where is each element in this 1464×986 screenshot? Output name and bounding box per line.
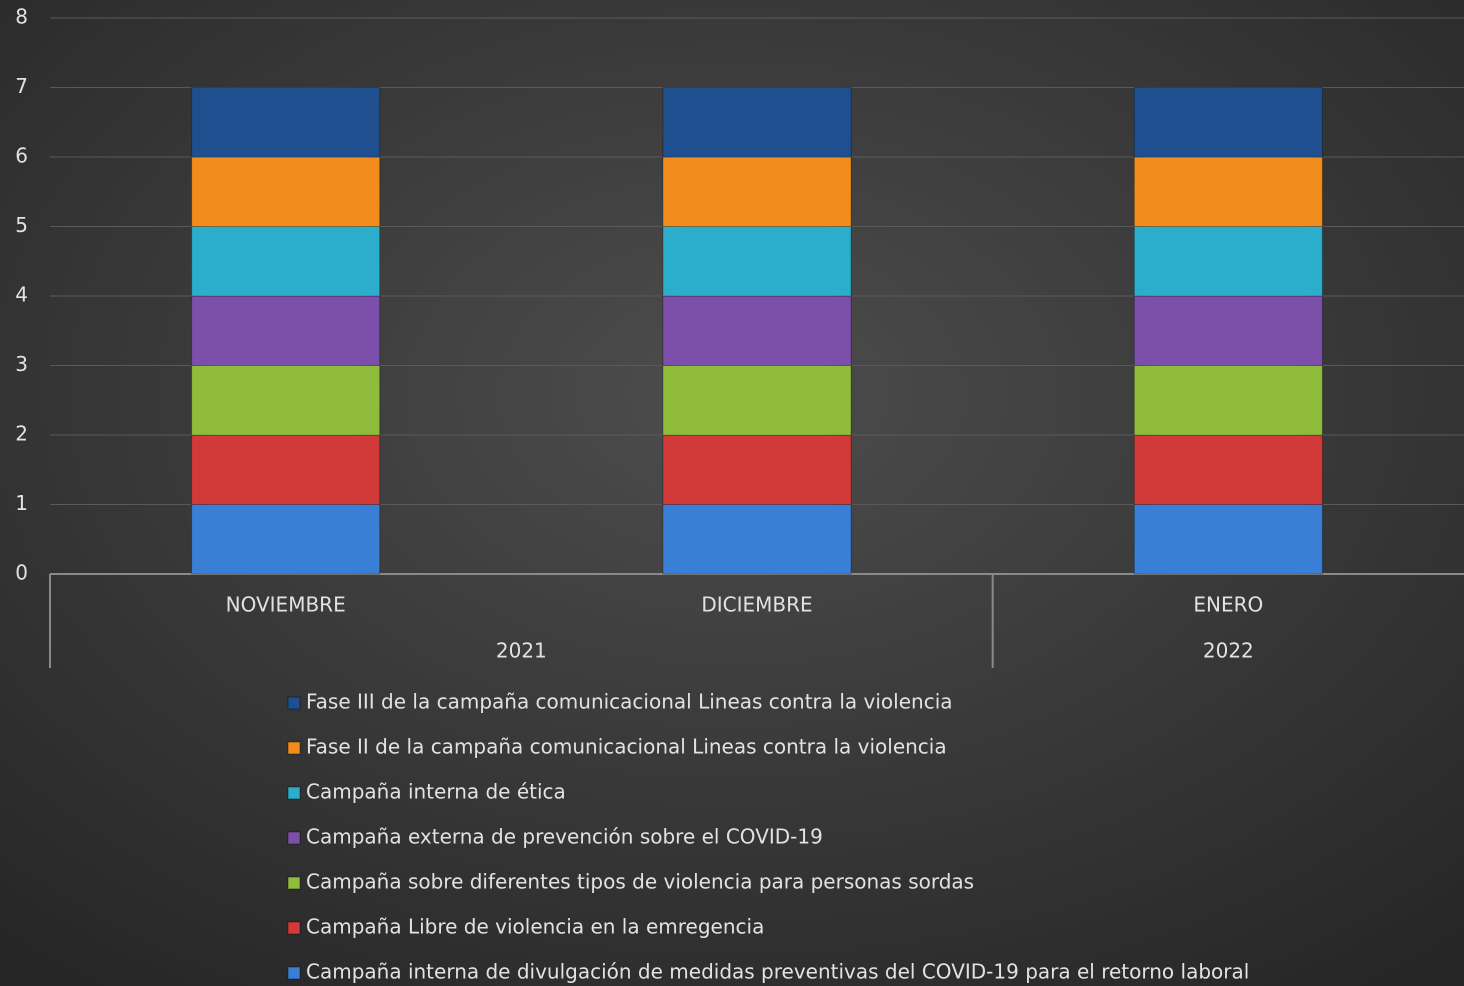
legend-swatch [287, 966, 301, 980]
legend-label: Campaña sobre diferentes tipos de violen… [306, 870, 974, 894]
bar-segment-shade [663, 504, 851, 574]
y-tick-label: 6 [15, 144, 28, 168]
bar-segment-shade [191, 157, 380, 227]
y-tick-label: 2 [15, 422, 28, 446]
bar-segment-shade [191, 296, 380, 366]
bar-segment-shade [191, 87, 380, 157]
bar-segment-shade [1134, 435, 1323, 505]
y-tick-label: 3 [15, 352, 28, 376]
bar-segment-shade [191, 226, 380, 296]
legend-label: Campaña interna de ética [306, 780, 566, 804]
legend-swatch [287, 786, 301, 800]
x-tick-label: NOVIEMBRE [226, 593, 346, 617]
y-tick-label: 7 [15, 74, 28, 98]
bar-segment-shade [663, 296, 851, 366]
bar-segment-shade [1134, 157, 1323, 227]
bar-segment-shade [663, 157, 851, 227]
bar-segment-shade [191, 365, 380, 435]
x-tick-label: ENERO [1193, 593, 1263, 617]
bar-segment-shade [1134, 87, 1323, 157]
y-tick-label: 0 [15, 561, 28, 585]
bar-segment-shade [1134, 296, 1323, 366]
legend-swatch [287, 876, 301, 890]
legend-label: Fase III de la campaña comunicacional Li… [306, 690, 953, 714]
legend-label: Campaña externa de prevención sobre el C… [306, 825, 823, 849]
bar-segment-shade [1134, 226, 1323, 296]
legend-swatch [287, 831, 301, 845]
group-label: 2021 [496, 639, 547, 663]
bar-segment-shade [663, 226, 851, 296]
legend-label: Fase II de la campaña comunicacional Lin… [306, 735, 947, 759]
y-tick-label: 1 [15, 491, 28, 515]
legend-label: Campaña Libre de violencia en la emregen… [306, 915, 764, 939]
bar-segment-shade [1134, 365, 1323, 435]
bar-segment-shade [663, 87, 851, 157]
x-tick-label: DICIEMBRE [701, 593, 812, 617]
legend-swatch [287, 741, 301, 755]
bar-segment-shade [1134, 504, 1323, 574]
bar-segment-shade [663, 365, 851, 435]
y-tick-label: 8 [15, 5, 28, 29]
y-tick-label: 5 [15, 213, 28, 237]
legend-swatch [287, 696, 301, 710]
bar-segment-shade [191, 504, 380, 574]
group-label: 2022 [1203, 639, 1254, 663]
legend-label: Campaña interna de divulgación de medida… [306, 960, 1249, 984]
bar-segment-shade [663, 435, 851, 505]
y-tick-label: 4 [15, 283, 28, 307]
bar-segment-shade [191, 435, 380, 505]
legend-swatch [287, 921, 301, 935]
